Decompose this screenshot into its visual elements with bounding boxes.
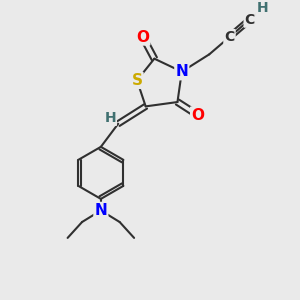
- Text: N: N: [94, 203, 107, 218]
- Text: O: O: [136, 29, 149, 44]
- Text: C: C: [244, 13, 255, 27]
- Text: H: H: [257, 1, 268, 15]
- Text: N: N: [176, 64, 188, 79]
- Text: O: O: [191, 108, 204, 123]
- Text: S: S: [131, 73, 142, 88]
- Text: C: C: [224, 30, 235, 44]
- Text: H: H: [104, 111, 116, 125]
